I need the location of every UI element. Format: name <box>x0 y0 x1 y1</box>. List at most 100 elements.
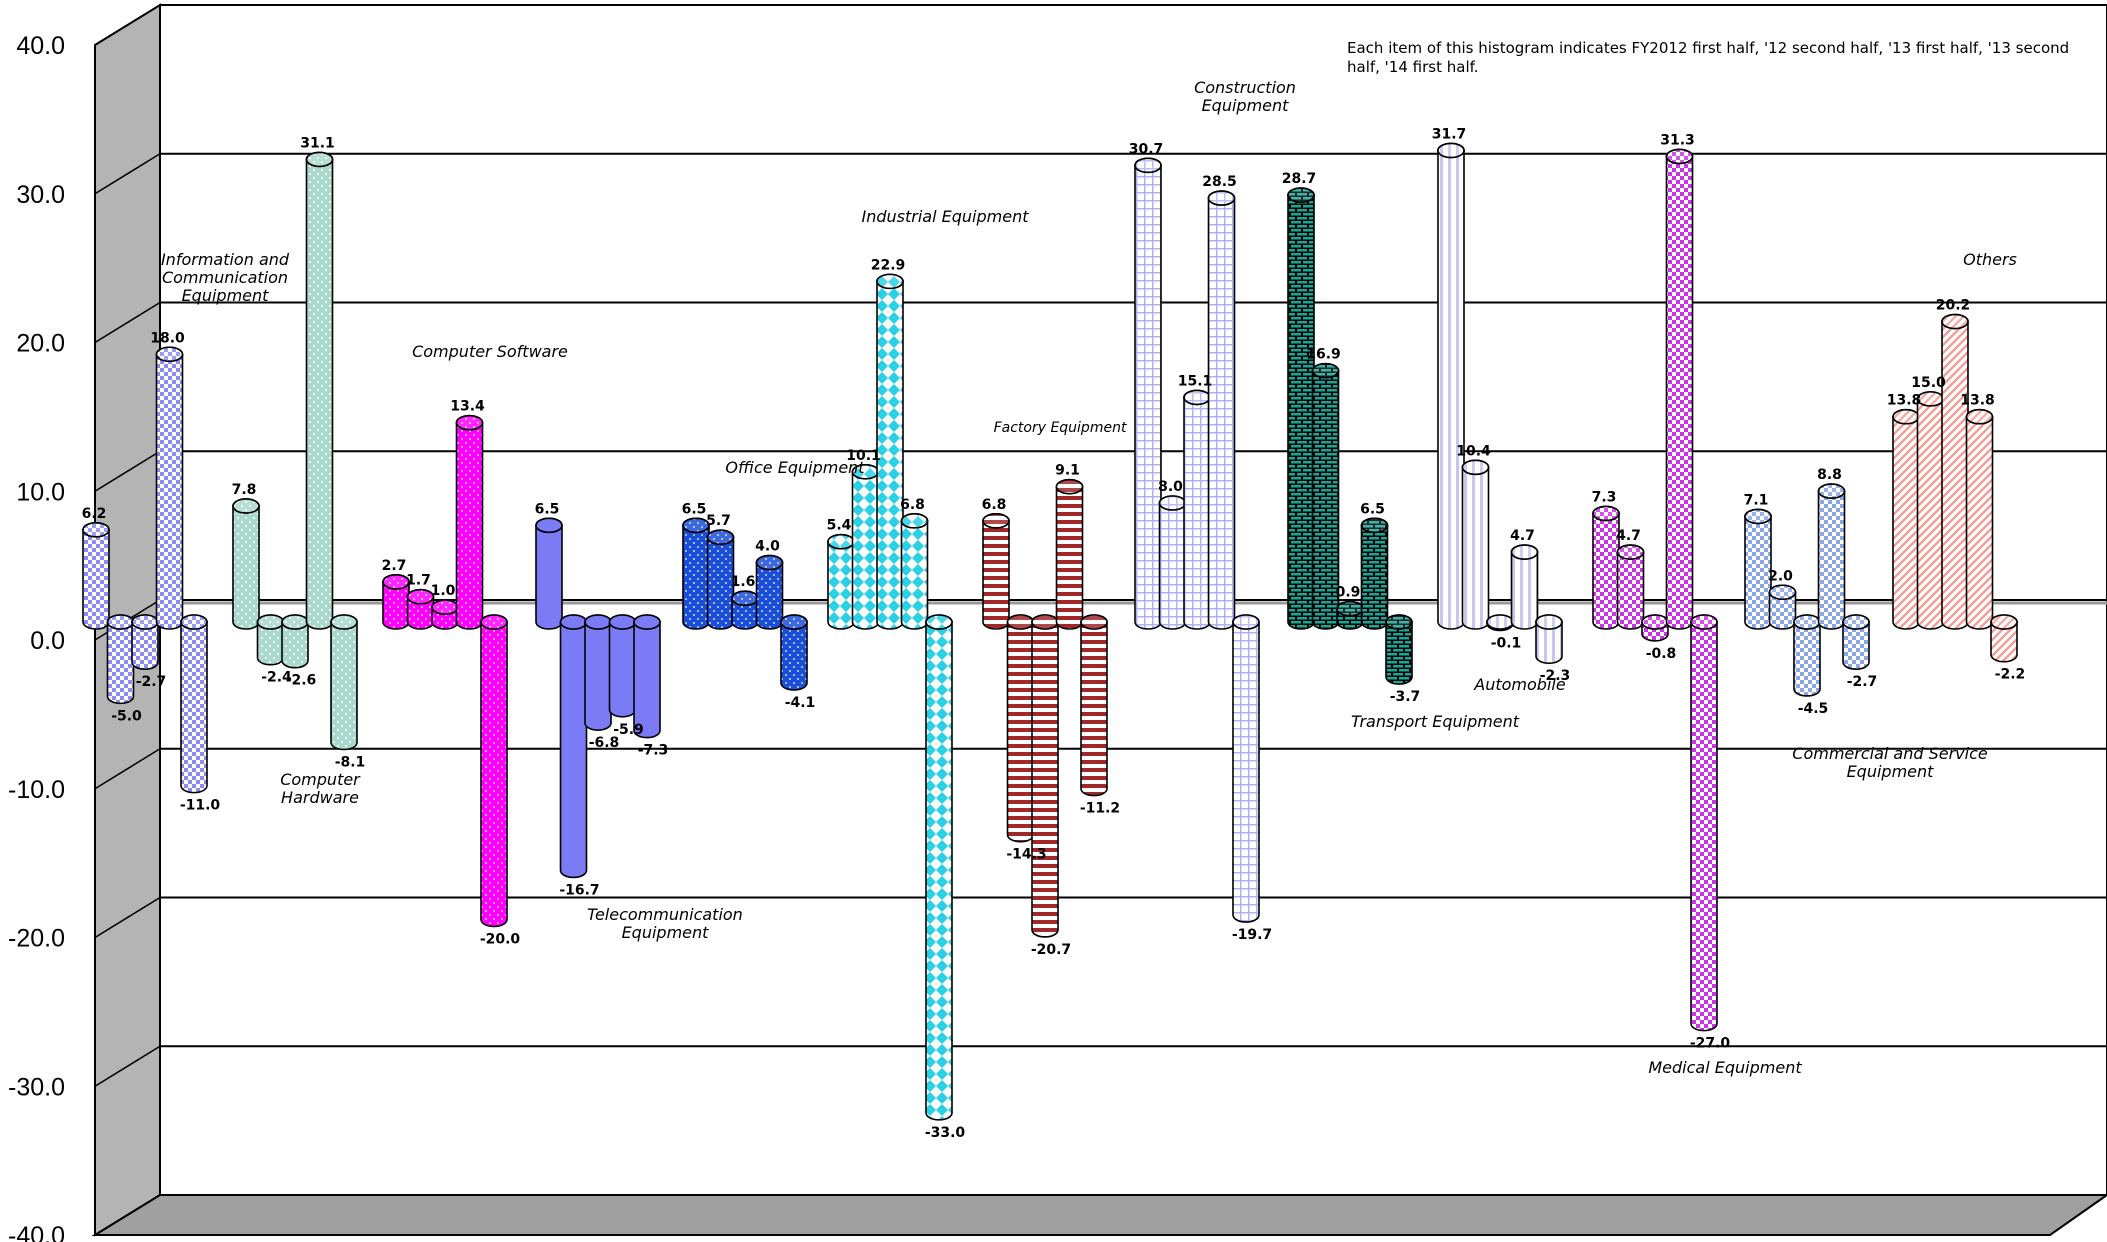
category-label: Telecommunication Equipment <box>587 905 743 942</box>
bar <box>1437 142 1465 630</box>
data-label: 6.8 <box>900 497 925 513</box>
bar <box>455 414 484 630</box>
data-label: -16.7 <box>559 882 599 898</box>
data-label: 0.9 <box>1336 585 1361 601</box>
bar <box>1336 600 1364 630</box>
gridline-side <box>94 301 161 344</box>
y-tick-label: 40.0 <box>16 32 65 60</box>
data-label: 18.0 <box>150 330 185 346</box>
chart-note-text: Each item of this histogram indicates FY… <box>1347 39 2069 76</box>
data-label: -2.4 <box>261 670 292 686</box>
data-label: 1.6 <box>731 574 756 590</box>
bar <box>1690 614 1718 1032</box>
category-label: Commercial and Service Equipment <box>1792 744 1988 781</box>
gridline-side <box>94 896 161 939</box>
bar <box>131 614 159 670</box>
category-label: Medical Equipment <box>1648 1058 1802 1077</box>
bar <box>1990 614 2018 663</box>
category-label: Computer Hardware <box>280 770 361 807</box>
category-labels: Information and Communication Equipment Com… <box>161 78 2017 1077</box>
data-label: -20.7 <box>1031 942 1071 958</box>
bar <box>180 614 208 794</box>
bar <box>731 590 759 630</box>
bar <box>1842 614 1870 670</box>
series-group <box>1592 148 1718 1032</box>
data-label: -0.1 <box>1491 635 1522 651</box>
bar <box>256 614 285 666</box>
bar <box>305 151 334 630</box>
bar <box>106 614 135 705</box>
bar <box>1287 187 1315 630</box>
bar <box>1793 614 1821 697</box>
bar <box>480 614 508 928</box>
data-label: 4.7 <box>1616 528 1641 544</box>
bar <box>925 614 953 1121</box>
series-group <box>232 151 358 751</box>
data-label: 6.8 <box>982 497 1007 513</box>
gridline-side <box>94 153 161 195</box>
bar <box>431 599 459 630</box>
data-label: 2.7 <box>382 558 407 574</box>
bar <box>876 273 904 630</box>
bar <box>535 517 563 630</box>
data-label: 10.4 <box>1456 443 1491 459</box>
category-label: Industrial Equipment <box>862 207 1030 226</box>
bar <box>382 574 410 630</box>
bar <box>1616 544 1645 630</box>
bar <box>82 521 110 630</box>
category-label: Others <box>1963 250 2017 269</box>
data-label: 16.9 <box>1306 347 1341 363</box>
bar <box>1641 614 1669 642</box>
data-label: 28.5 <box>1202 174 1237 190</box>
data-label: 13.8 <box>1960 393 1995 409</box>
data-label: 1.7 <box>406 573 431 589</box>
bar <box>1207 190 1236 630</box>
bar <box>1486 614 1514 632</box>
bar <box>1768 584 1797 630</box>
data-label: 28.7 <box>1282 171 1317 187</box>
series-group <box>382 414 508 928</box>
data-label: 30.7 <box>1129 141 1164 157</box>
y-tick-label: 30.0 <box>16 181 65 209</box>
data-label: -8.1 <box>335 754 366 770</box>
data-label: -11.0 <box>180 798 221 814</box>
data-label: 2.0 <box>1768 568 1793 584</box>
gridline-side <box>94 748 161 790</box>
data-label: -5.9 <box>613 722 644 738</box>
bar <box>755 554 784 630</box>
bar <box>1535 614 1563 665</box>
y-tick-label: -20.0 <box>8 925 65 953</box>
data-label: -14.3 <box>1006 847 1046 863</box>
bar <box>1158 495 1187 630</box>
data-label: -2.7 <box>136 674 167 690</box>
bar <box>682 517 710 630</box>
series-group <box>82 346 208 794</box>
data-label: -4.1 <box>785 695 816 711</box>
bar <box>633 614 661 739</box>
data-label: 6.2 <box>82 506 107 522</box>
data-label: 7.1 <box>1744 492 1769 508</box>
category-label: Factory Equipment <box>994 420 1127 436</box>
data-label: -33.0 <box>925 1125 966 1141</box>
bar <box>1892 408 1920 630</box>
data-label: -27.0 <box>1690 1036 1731 1052</box>
bar <box>1006 614 1035 843</box>
data-label: 9.1 <box>1055 463 1080 479</box>
y-tick-label: -10.0 <box>8 776 65 804</box>
chart-note: Each item of this histogram indicates FY… <box>1347 39 2069 76</box>
series-group <box>535 517 661 879</box>
bar <box>232 498 260 630</box>
category-label: Office Equipment <box>725 458 865 477</box>
category-label: Information and Communication Equipment <box>161 250 290 305</box>
gridline-side <box>94 1045 161 1087</box>
series-group <box>827 273 953 1121</box>
data-label: -5.0 <box>111 708 142 724</box>
category-label: Transport Equipment <box>1351 712 1520 731</box>
bar <box>1232 614 1260 923</box>
data-label: 31.7 <box>1432 126 1467 142</box>
category-label: Construction Equipment <box>1194 78 1296 115</box>
bar <box>1916 391 1945 630</box>
data-label: 4.0 <box>755 539 780 555</box>
bar <box>584 614 612 731</box>
